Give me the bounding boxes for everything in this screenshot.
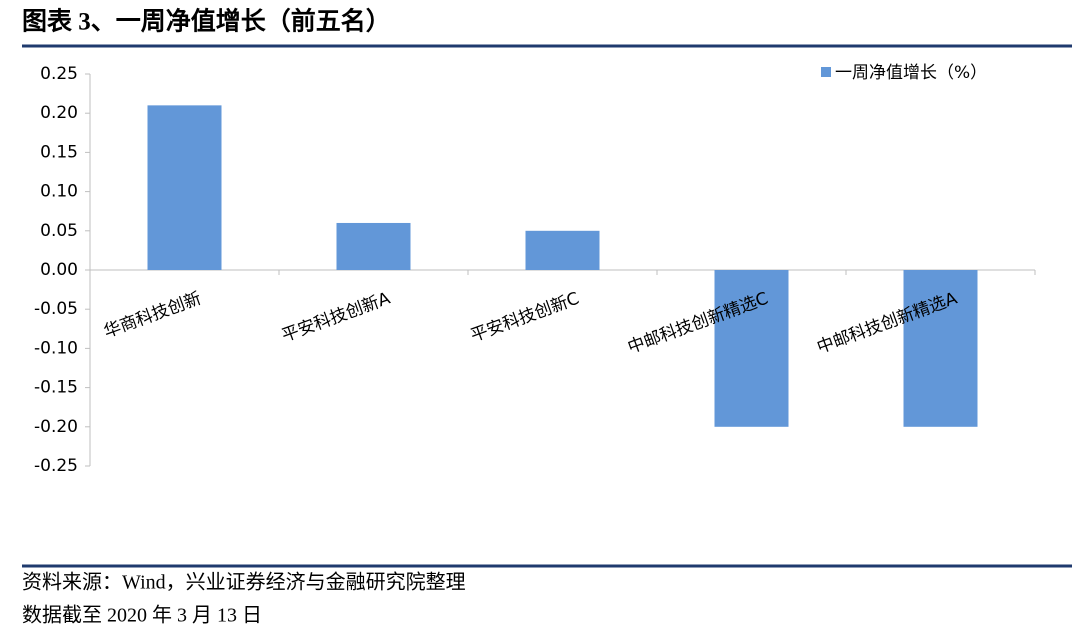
y-tick-label: -0.15 bbox=[34, 378, 78, 398]
bar bbox=[903, 270, 978, 427]
bar bbox=[336, 222, 411, 270]
y-tick-label: -0.05 bbox=[34, 299, 78, 319]
y-tick-label: 0.20 bbox=[40, 103, 78, 123]
y-tick-label: 0.10 bbox=[40, 182, 78, 202]
y-tick-label: 0.15 bbox=[40, 142, 78, 162]
date-note: 数据截至 2020 年 3 月 13 日 bbox=[22, 604, 262, 627]
y-tick-label: 0.05 bbox=[40, 221, 78, 241]
x-tick-label: 华商科技创新 bbox=[101, 289, 204, 343]
chart-title: 图表 3、一周净值增长（前五名） bbox=[22, 7, 391, 36]
bar bbox=[525, 230, 600, 270]
y-tick-label: -0.10 bbox=[34, 338, 78, 358]
y-tick-label: -0.20 bbox=[34, 417, 78, 437]
source-note: 资料来源：Wind，兴业证券经济与金融研究院整理 bbox=[22, 571, 466, 594]
x-tick-label: 平安科技创新A bbox=[279, 288, 393, 346]
bar bbox=[147, 105, 222, 270]
x-tick-label: 平安科技创新C bbox=[468, 289, 582, 347]
bar bbox=[714, 270, 789, 427]
legend-swatch bbox=[821, 67, 831, 77]
y-tick-label: 0.25 bbox=[40, 64, 78, 84]
legend-label: 一周净值增长（%） bbox=[835, 63, 987, 83]
y-tick-label: -0.25 bbox=[34, 456, 78, 476]
y-tick-label: 0.00 bbox=[40, 260, 78, 280]
